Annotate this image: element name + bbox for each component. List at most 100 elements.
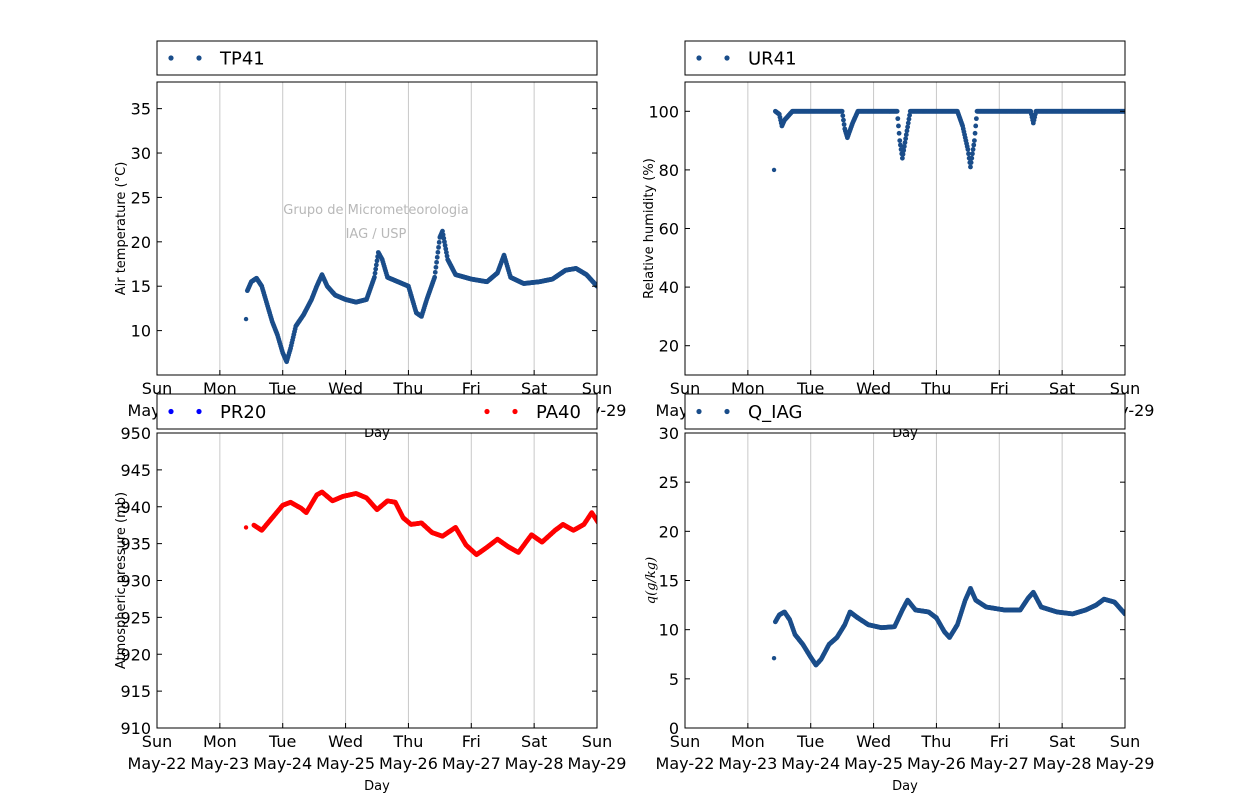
y-axis: 910 915 920 925 930 935 940 945 950 (120, 424, 597, 738)
data-point (896, 130, 902, 136)
specific-humidity-panel: 0 5 10 15 20 25 30 Sun May-22 Mon May-23 Tue May-24 W… (644, 393, 1155, 794)
x-tick-day: Sat (1049, 379, 1075, 398)
y-tick-label: 25 (659, 473, 679, 492)
x-tick-day: Sun (582, 379, 612, 398)
y-tick-label: 25 (131, 188, 151, 207)
data-point (899, 155, 905, 161)
y-tick-label: 40 (659, 278, 679, 297)
legend-marker (484, 408, 490, 415)
legend-marker (512, 408, 518, 415)
data-point (610, 531, 615, 536)
y-tick-label: 35 (131, 100, 151, 119)
data-point (432, 269, 438, 275)
data-point (648, 525, 653, 530)
axes-frame (684, 81, 1126, 376)
data-point (639, 523, 644, 528)
y-tick-label: 915 (120, 682, 151, 701)
data-point (973, 116, 979, 122)
data-point (622, 526, 627, 531)
data-point (644, 524, 649, 529)
x-tick-day: Sat (1049, 732, 1075, 751)
grid-lines (747, 82, 1063, 375)
legend-marker (696, 408, 702, 415)
y-axis-label: q(g/kg) (644, 557, 659, 604)
grid-lines (219, 433, 535, 728)
data-point (611, 531, 616, 536)
data-point (442, 239, 447, 245)
y-tick-label: 935 (120, 535, 151, 554)
x-tick-day: Sat (521, 732, 547, 751)
x-tick-day: Fri (462, 379, 481, 398)
data-point (606, 529, 611, 534)
data-point (635, 522, 640, 527)
data-point (614, 530, 619, 535)
data-point (372, 270, 378, 276)
data-points (771, 108, 1125, 173)
legend-marker (168, 55, 174, 61)
legend-marker (724, 55, 730, 61)
y-tick-label: 950 (120, 424, 151, 443)
legend: Q_IAG (684, 393, 1126, 430)
legend-label: TP41 (219, 49, 265, 70)
data-point (443, 246, 449, 252)
axes-frame (156, 81, 598, 376)
x-tick-day: Sun (582, 732, 612, 751)
data-point (374, 258, 380, 264)
data-point (631, 524, 636, 529)
x-tick-day: Mon (203, 379, 237, 398)
legend-box (684, 393, 1126, 430)
data-point (626, 525, 631, 530)
y-tick-label: 20 (659, 522, 679, 541)
grid-lines (219, 82, 535, 375)
legend-label: UR41 (748, 49, 797, 70)
data-point (972, 138, 977, 144)
data-point (613, 530, 618, 535)
x-tick-date: May-29 (1096, 754, 1155, 773)
data-point (650, 526, 655, 531)
data-point (612, 530, 617, 535)
x-axis: Sun May-22 Mon May-23 Tue May-24 Wed May-25 Thu M… (128, 723, 626, 773)
y-tick-label: 0 (669, 719, 679, 738)
data-point (373, 262, 379, 268)
data-point (373, 266, 379, 272)
data-point (650, 526, 655, 531)
x-tick-day: Thu (920, 379, 951, 398)
x-tick-day: Sat (521, 379, 547, 398)
y-axis-label: Atmospheric pressure (mb) (114, 492, 129, 669)
data-point (442, 242, 448, 248)
data-point (652, 526, 657, 531)
data-point (597, 522, 602, 527)
data-point (614, 529, 619, 534)
data-point (620, 527, 625, 532)
data-point (654, 527, 659, 532)
x-tick-day: Wed (328, 732, 363, 751)
data-point (897, 138, 903, 144)
data-point (600, 526, 605, 531)
y-tick-label: 60 (659, 220, 679, 239)
data-point (968, 164, 973, 170)
data-point (637, 522, 642, 527)
x-tick-date: May-25 (316, 754, 375, 773)
data-point (638, 522, 643, 527)
watermark: Grupo de Micrometeorologia IAG / USP (283, 203, 469, 242)
data-point (629, 524, 634, 529)
data-point (621, 526, 626, 531)
data-point (903, 136, 909, 142)
x-tick-day: Fri (990, 379, 1009, 398)
data-points (771, 585, 1125, 668)
x-tick-day: Sun (1110, 379, 1140, 398)
legend: TP41 (156, 40, 598, 76)
data-point (607, 530, 612, 535)
legend-marker (168, 408, 174, 415)
data-point (243, 316, 249, 322)
x-tick-day: Thu (920, 732, 951, 751)
data-point (771, 167, 777, 173)
x-tick-day: Wed (856, 732, 891, 751)
data-point (630, 524, 635, 529)
data-point (616, 528, 621, 533)
y-axis-label: Relative humidity (%) (642, 158, 657, 299)
data-point (621, 526, 626, 531)
data-point (653, 527, 658, 532)
data-point (615, 529, 620, 534)
